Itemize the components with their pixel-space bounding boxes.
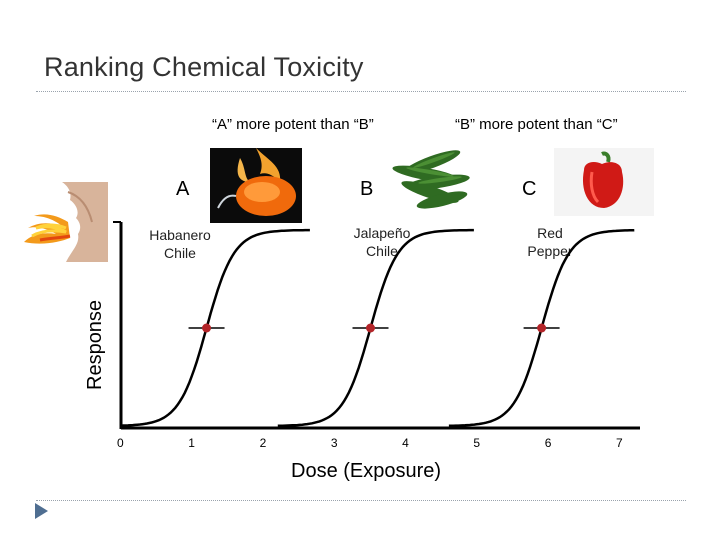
bullet-arrow-icon <box>35 503 48 519</box>
y-axis-label: Response <box>84 299 106 390</box>
slide-title: Ranking Chemical Toxicity <box>44 52 364 82</box>
pepper-a-label: Habanero Chile <box>138 226 222 262</box>
midpoint-marker-b <box>366 323 375 333</box>
title-divider <box>36 91 686 92</box>
x-tick-label: 7 <box>616 436 623 450</box>
x-tick-label: 3 <box>330 436 338 450</box>
x-tick-label: 5 <box>473 436 481 450</box>
x-tick-label: 0 <box>117 436 124 450</box>
comparison-a-vs-b: “A” more potent than “B” <box>212 116 374 133</box>
pepper-c-label: Red Pepper <box>508 224 592 260</box>
pepper-b-name-line1: Jalapeño <box>353 225 411 241</box>
pepper-a-letter: A <box>176 178 190 200</box>
footer-divider <box>36 500 686 501</box>
red-pepper-image <box>554 148 654 216</box>
pepper-a-name-line2: Chile <box>164 245 196 261</box>
pepper-c-letter: C <box>522 178 537 200</box>
pepper-c-name-line1: Red <box>537 225 563 241</box>
x-tick-label: 6 <box>544 436 552 450</box>
dose-response-curve-b <box>277 228 474 428</box>
comparison-b-vs-c: “B” more potent than “C” <box>455 116 618 133</box>
pepper-b-letter: B <box>360 178 374 200</box>
x-tick-label: 4 <box>402 436 409 450</box>
x-tick-label: 2 <box>259 436 267 450</box>
pepper-b-name-line2: Chile <box>366 243 398 259</box>
x-tick-label: 1 <box>188 436 195 450</box>
jalapeno-image <box>386 148 478 214</box>
habanero-image <box>210 148 302 223</box>
burning-mouth-image <box>22 182 108 262</box>
midpoint-marker-c <box>537 323 547 333</box>
pepper-c-name-line2: Pepper <box>527 243 573 259</box>
x-axis-label: Dose (Exposure) <box>291 460 442 482</box>
pepper-a-name-line1: Habanero <box>149 227 211 243</box>
dose-response-curve-a <box>120 228 310 427</box>
pepper-b-label: Jalapeño Chile <box>340 224 424 260</box>
midpoint-marker-a <box>202 323 212 333</box>
